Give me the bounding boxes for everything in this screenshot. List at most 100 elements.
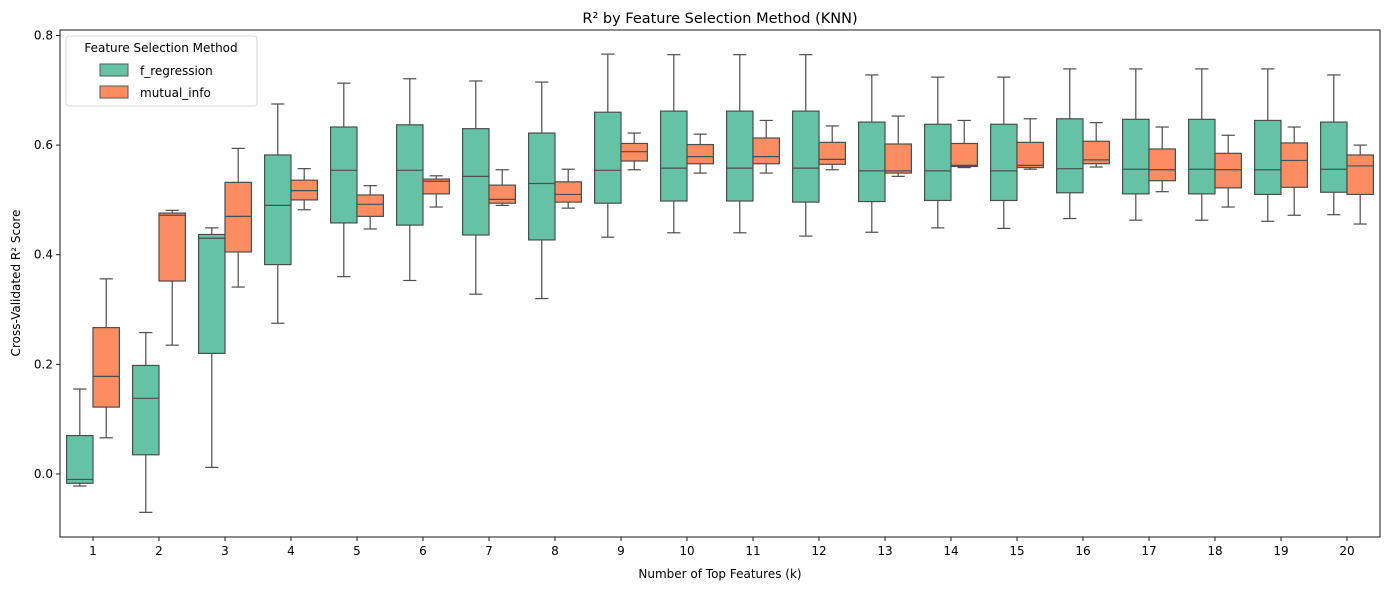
box-f-regression-k20	[1319, 74, 1348, 216]
x-tick-label: 16	[1075, 544, 1090, 558]
x-tick-label: 19	[1273, 544, 1288, 558]
box-f-regression-k6	[396, 78, 424, 282]
box-f-regression-k3	[198, 227, 226, 468]
box-iqr	[330, 126, 358, 224]
box-mutual-info-k17	[1148, 126, 1176, 193]
box-iqr	[1082, 140, 1110, 165]
box-mutual-info-k14	[950, 119, 978, 169]
box-mutual-info-k8	[554, 168, 582, 209]
box-iqr	[554, 181, 582, 203]
y-axis-ticks: 0.0 0.2 0.4 0.6 0.8	[34, 28, 60, 481]
box-iqr	[923, 123, 952, 202]
box-iqr	[989, 123, 1018, 202]
x-tick-label: 8	[551, 544, 559, 558]
box-iqr	[158, 212, 186, 282]
box-iqr	[791, 110, 820, 203]
y-tick-label: 0.2	[34, 357, 53, 371]
box-series-group	[65, 53, 1374, 513]
legend-title: Feature Selection Method	[84, 41, 237, 55]
box-f-regression-k4	[264, 103, 292, 324]
box-iqr	[1280, 142, 1308, 188]
box-f-regression-k2	[132, 331, 160, 513]
box-iqr	[884, 143, 912, 174]
x-tick-label: 17	[1141, 544, 1156, 558]
box-iqr	[593, 111, 622, 204]
box-mutual-info-k6	[422, 175, 450, 208]
legend-label-mutual-info: mutual_info	[140, 86, 211, 100]
box-iqr	[1148, 148, 1176, 182]
y-tick-label: 0.8	[34, 28, 53, 42]
box-mutual-info-k15	[1016, 118, 1044, 170]
box-mutual-info-k1	[92, 278, 120, 439]
box-iqr	[1253, 119, 1282, 196]
box-iqr	[422, 178, 450, 195]
chart-title: R² by Feature Selection Method (KNN)	[582, 11, 857, 27]
x-tick-label: 7	[485, 544, 493, 558]
box-mutual-info-k2	[158, 209, 186, 346]
box-iqr	[686, 143, 714, 165]
box-iqr	[659, 110, 688, 202]
x-tick-label: 14	[943, 544, 958, 558]
box-iqr	[857, 121, 886, 203]
box-iqr	[356, 194, 384, 217]
x-tick-label: 6	[419, 544, 427, 558]
y-axis-title: Cross-Validated R² Score	[9, 210, 23, 357]
box-f-regression-k8	[527, 81, 556, 300]
box-f-regression-k7	[462, 80, 490, 295]
box-iqr	[396, 124, 424, 226]
box-iqr	[224, 181, 252, 253]
box-mutual-info-k4	[290, 168, 318, 211]
x-tick-label: 20	[1339, 544, 1354, 558]
box-iqr	[488, 184, 516, 204]
box-f-regression-k13	[857, 74, 886, 233]
box-mutual-info-k7	[488, 169, 516, 206]
box-iqr	[1346, 154, 1374, 196]
box-mutual-info-k12	[818, 125, 846, 171]
plot-frame	[59, 29, 1381, 538]
box-iqr	[1319, 121, 1348, 193]
box-iqr	[132, 364, 160, 456]
box-f-regression-k5	[330, 82, 358, 278]
x-tick-label: 1	[89, 544, 97, 558]
box-mutual-info-k5	[356, 185, 384, 230]
box-f-regression-k18	[1187, 68, 1216, 221]
box-mutual-info-k3	[224, 147, 252, 288]
box-f-regression-k12	[791, 54, 820, 237]
box-f-regression-k17	[1121, 68, 1150, 221]
x-tick-label: 3	[221, 544, 229, 558]
box-iqr	[462, 128, 490, 236]
legend: Feature Selection Method f_regression mu…	[65, 35, 258, 107]
x-tick-label: 18	[1207, 544, 1222, 558]
box-mutual-info-k18	[1214, 134, 1242, 208]
box-mutual-info-k9	[620, 132, 648, 171]
box-f-regression-k19	[1253, 68, 1282, 222]
x-tick-label: 12	[811, 544, 826, 558]
legend-label-f-regression: f_regression	[140, 64, 213, 78]
box-f-regression-k9	[593, 53, 622, 238]
box-iqr	[264, 154, 292, 266]
box-iqr	[752, 137, 780, 165]
box-iqr	[1055, 118, 1084, 194]
box-mutual-info-k16	[1082, 122, 1110, 168]
box-mutual-info-k13	[884, 115, 912, 177]
box-iqr	[725, 110, 754, 202]
box-iqr	[198, 233, 226, 354]
box-iqr	[65, 435, 94, 484]
legend-swatch-mutual-info	[99, 85, 129, 99]
box-iqr	[1121, 118, 1150, 195]
box-f-regression-k10	[659, 54, 688, 234]
x-tick-label: 9	[617, 544, 625, 558]
y-tick-label: 0.0	[34, 467, 53, 481]
x-tick-label: 2	[155, 544, 163, 558]
y-tick-label: 0.4	[34, 248, 53, 262]
x-tick-label: 5	[353, 544, 361, 558]
x-tick-label: 4	[287, 544, 295, 558]
x-tick-label: 11	[745, 544, 760, 558]
box-f-regression-k1	[65, 388, 94, 487]
box-iqr	[1214, 152, 1242, 189]
box-iqr	[818, 141, 846, 165]
legend-swatch-f-regression	[99, 63, 129, 77]
box-iqr	[1016, 141, 1044, 169]
